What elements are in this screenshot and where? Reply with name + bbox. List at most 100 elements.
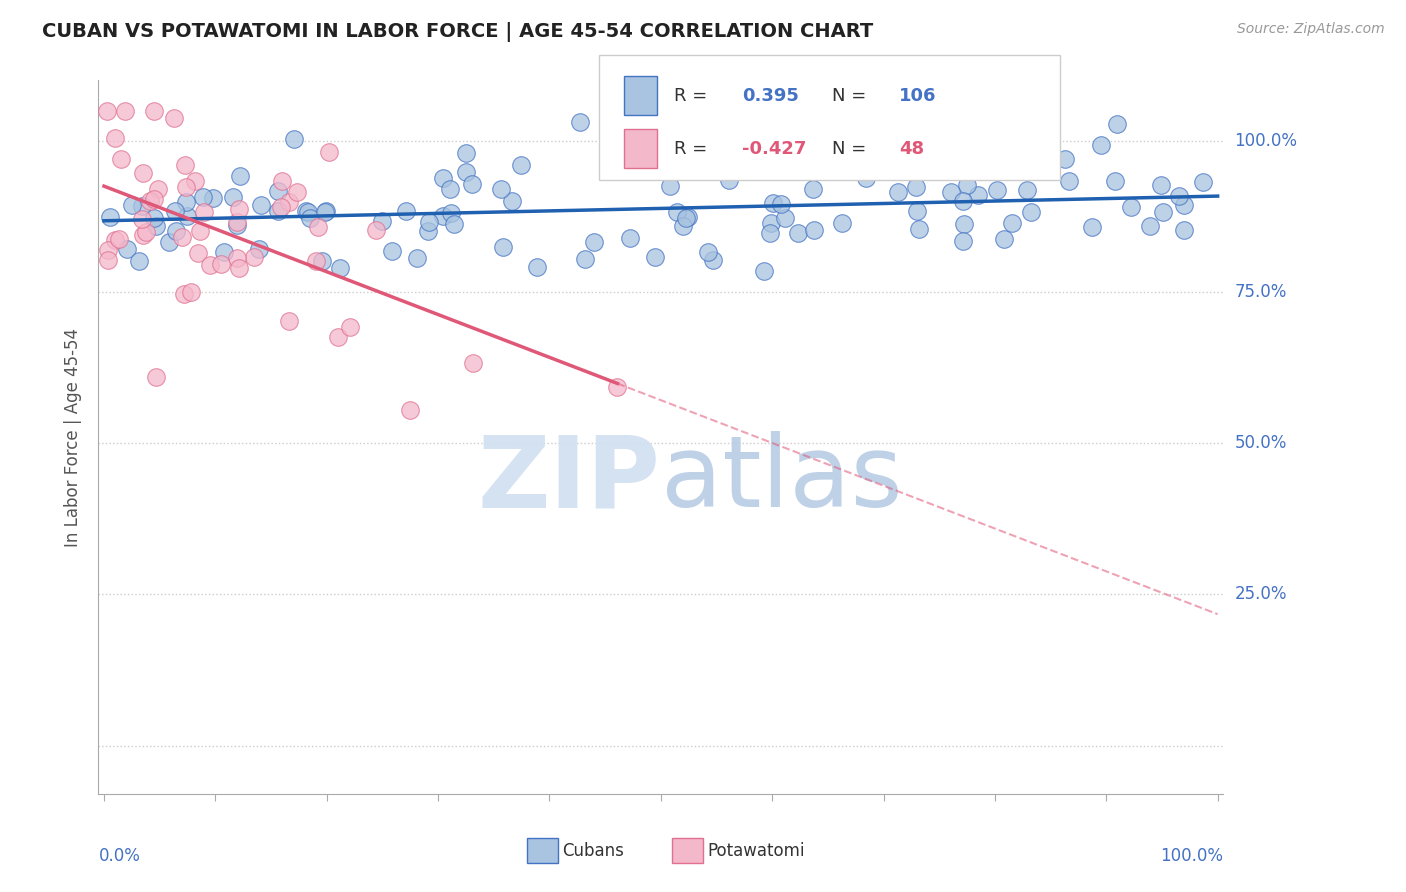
Point bbox=[967, 187, 990, 202]
Point bbox=[759, 226, 782, 240]
Point bbox=[432, 210, 454, 224]
Point bbox=[104, 131, 127, 145]
Point bbox=[643, 154, 665, 169]
Point bbox=[855, 170, 877, 185]
Point bbox=[370, 213, 392, 227]
Text: R =: R = bbox=[675, 140, 713, 158]
Point bbox=[775, 211, 797, 225]
Point bbox=[718, 173, 741, 187]
Point bbox=[418, 215, 440, 229]
Point bbox=[1192, 175, 1215, 189]
Point bbox=[108, 232, 131, 246]
Point bbox=[1081, 219, 1104, 234]
Point bbox=[110, 152, 132, 166]
Point bbox=[395, 204, 418, 219]
Text: N =: N = bbox=[832, 87, 872, 104]
Point bbox=[399, 403, 422, 417]
Point bbox=[461, 177, 484, 191]
Point bbox=[200, 258, 222, 272]
Text: N =: N = bbox=[832, 140, 872, 158]
Point bbox=[314, 205, 336, 219]
Point bbox=[222, 189, 245, 203]
Point bbox=[277, 314, 299, 328]
Point bbox=[526, 260, 548, 275]
Point bbox=[432, 171, 454, 186]
Point bbox=[201, 191, 224, 205]
Point bbox=[278, 195, 301, 210]
Point bbox=[801, 182, 824, 196]
Text: ZIP: ZIP bbox=[478, 432, 661, 528]
Point bbox=[606, 380, 628, 394]
Point bbox=[146, 182, 169, 196]
Point bbox=[510, 158, 533, 172]
Point bbox=[329, 261, 352, 276]
Point bbox=[283, 132, 305, 146]
Point bbox=[311, 254, 333, 268]
Text: CUBAN VS POTAWATOMI IN LABOR FORCE | AGE 45-54 CORRELATION CHART: CUBAN VS POTAWATOMI IN LABOR FORCE | AGE… bbox=[42, 22, 873, 42]
Point bbox=[165, 224, 187, 238]
Text: Potawatomi: Potawatomi bbox=[707, 842, 804, 860]
FancyBboxPatch shape bbox=[624, 76, 658, 115]
Point bbox=[212, 244, 235, 259]
Point bbox=[209, 257, 232, 271]
Text: 106: 106 bbox=[900, 87, 936, 104]
Point bbox=[174, 180, 197, 194]
Point bbox=[142, 192, 165, 206]
Point bbox=[187, 245, 209, 260]
Point bbox=[908, 222, 931, 236]
Point bbox=[163, 203, 186, 218]
Point bbox=[697, 245, 720, 260]
Point bbox=[759, 216, 782, 230]
Point bbox=[104, 233, 127, 247]
Point bbox=[1054, 153, 1077, 167]
Point bbox=[176, 209, 198, 223]
Point bbox=[98, 210, 121, 224]
Point bbox=[583, 235, 606, 250]
Point bbox=[267, 184, 290, 198]
Text: 75.0%: 75.0% bbox=[1234, 283, 1286, 301]
Point bbox=[366, 223, 388, 237]
Point bbox=[803, 223, 825, 237]
Point bbox=[456, 145, 478, 160]
Point bbox=[456, 165, 478, 179]
Point bbox=[443, 217, 465, 231]
Point bbox=[381, 244, 404, 258]
Point bbox=[142, 103, 165, 118]
Point bbox=[831, 216, 853, 230]
Point bbox=[762, 196, 785, 211]
Point bbox=[193, 205, 215, 219]
Point bbox=[986, 183, 1008, 197]
Point bbox=[1173, 223, 1195, 237]
Point bbox=[131, 166, 153, 180]
Point bbox=[952, 194, 974, 208]
Point bbox=[1150, 178, 1173, 192]
Point bbox=[115, 242, 138, 256]
Point bbox=[1015, 183, 1038, 197]
Point bbox=[993, 232, 1015, 246]
Point bbox=[769, 197, 792, 211]
Point bbox=[315, 204, 337, 219]
Point bbox=[574, 252, 596, 267]
Point bbox=[619, 231, 641, 245]
Point bbox=[226, 218, 249, 232]
Point bbox=[96, 103, 118, 118]
Point bbox=[97, 252, 120, 267]
Point bbox=[157, 235, 180, 250]
Point bbox=[176, 195, 198, 210]
Point bbox=[953, 217, 976, 231]
Point bbox=[1001, 216, 1024, 230]
Point bbox=[1104, 174, 1126, 188]
Point bbox=[318, 145, 340, 160]
Point bbox=[128, 254, 150, 268]
Point bbox=[143, 211, 166, 225]
Point bbox=[250, 197, 273, 211]
Point bbox=[97, 243, 120, 257]
Point bbox=[270, 200, 292, 214]
Point bbox=[1019, 205, 1042, 219]
Point bbox=[492, 240, 515, 254]
Point bbox=[418, 224, 440, 238]
Point bbox=[665, 205, 688, 219]
Point bbox=[114, 103, 136, 118]
Text: R =: R = bbox=[675, 87, 713, 104]
Point bbox=[880, 134, 903, 148]
